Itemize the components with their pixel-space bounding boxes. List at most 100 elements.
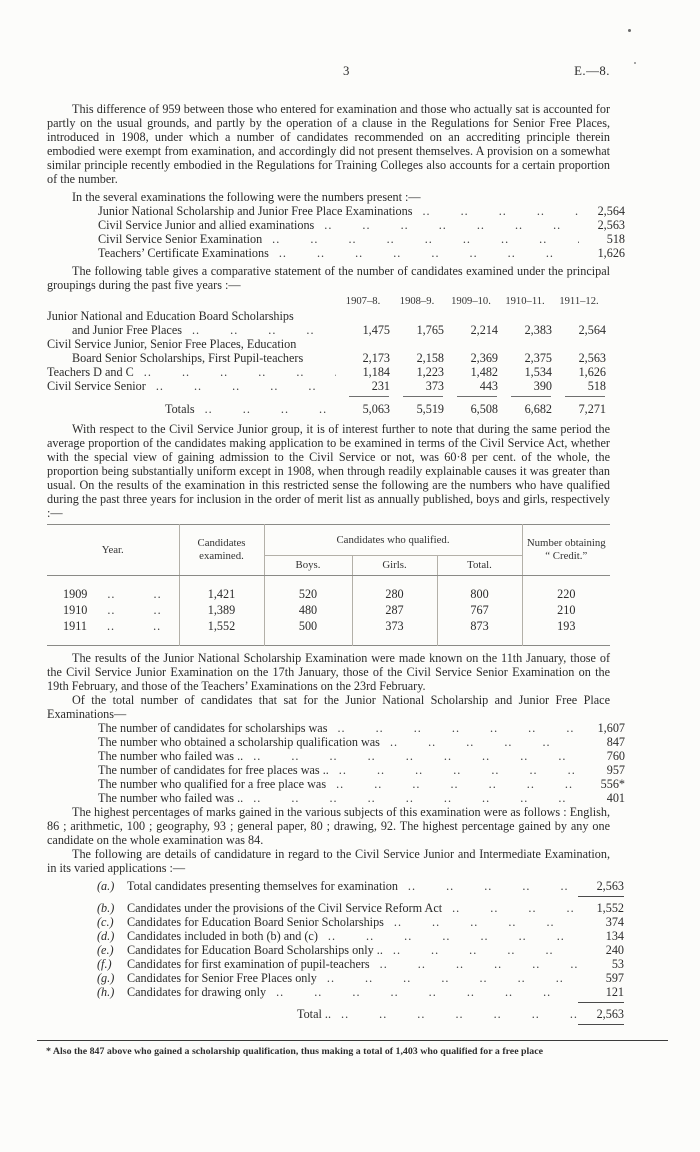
totals-label: Totals [165, 402, 195, 416]
cell-value: 518 [587, 379, 606, 393]
item-label: Candidates for first examination of pupi… [127, 956, 370, 971]
year-header: 1907–8. [345, 296, 381, 307]
dot-leader: .. .. .. .. .. .. .. .. .. .. .. .. .. .… [204, 402, 336, 416]
item-value: 1,552 [596, 900, 624, 915]
cell-value: 1,626 [578, 365, 606, 379]
item-label: The number who qualified for a free plac… [98, 776, 327, 791]
cell-value: 2,173 [362, 351, 390, 365]
year-header: 1908–9. [399, 296, 435, 307]
paragraph-highest-percentages: The highest percentages of marks gained … [47, 804, 610, 847]
dot-leader: .. .. .. .. .. .. .. .. .. .. .. .. .. .… [327, 928, 578, 943]
list-item: The number who failed was .. .. .. .. ..… [98, 749, 625, 763]
item-label: Candidates under the provisions of the C… [127, 900, 443, 915]
item-label: Candidates for Education Board Scholarsh… [127, 942, 383, 957]
column-header-credit: Number obtaining “ Credit.” [521, 524, 611, 576]
list-item: The number who obtained a scholarship qu… [98, 735, 625, 749]
dot-leader: .. .. .. .. .. .. .. .. .. .. .. .. .. .… [155, 379, 336, 393]
cell-value: 1,482 [470, 365, 498, 379]
total-label: Total .. [297, 1006, 332, 1021]
list-item: The number who qualified for a free plac… [98, 777, 625, 791]
paragraph-difference-959: This difference of 959 between those who… [47, 102, 610, 186]
document-reference: E.—8. [574, 64, 610, 78]
dot-leader: .. .. .. .. .. .. .. .. .. .. .. .. .. .… [324, 218, 579, 232]
table-row: Civil Service Junior, Senior Free Places… [47, 337, 606, 365]
dot-leader: .. .. .. .. .. .. .. .. .. .. .. .. .. .… [379, 956, 578, 971]
row-label: Teachers D and C [47, 365, 134, 379]
dot-leader: .. .. .. .. .. .. .. .. .. .. .. .. .. .… [407, 878, 578, 893]
cell-value: 2,214 [470, 323, 498, 337]
row-label-line2: Board Senior Scholarships, First Pupil-t… [72, 351, 304, 365]
dot-leader: .. .. .. .. .. .. .. .. .. .. .. .. .. .… [336, 776, 579, 791]
row-label-line1: Junior National and Education Board Scho… [47, 309, 294, 323]
scan-speck [634, 62, 636, 64]
page-number: 3 [343, 64, 350, 78]
total-value: 800 [436, 575, 523, 602]
item-label: Teachers’ Certificate Examinations [98, 246, 269, 260]
girls-value: 287 [351, 601, 437, 618]
dot-leader: .. .. .. .. .. .. .. .. .. .. .. .. .. .… [272, 232, 579, 246]
column-header-examined: Candidates examined. [178, 524, 264, 576]
list-item: (a.) Total candidates presenting themsel… [97, 879, 624, 893]
row-values-line: and Junior Free Places .. .. .. .. .. .. … [47, 323, 606, 337]
table-row: 1910 .. .. .. .. .. .. .. .. .. .. .. .. … [47, 601, 611, 618]
list-item: (g.) Candidates for Senior Free Places o… [97, 971, 624, 985]
dot-leader: .. .. .. .. .. .. .. .. .. .. .. .. .. .… [253, 748, 579, 763]
year-value: 1909 [63, 586, 88, 601]
list-item: The number who failed was .. .. .. .. ..… [98, 791, 625, 805]
dot-leader: .. .. .. .. .. .. .. .. .. .. .. .. .. .… [452, 900, 578, 915]
cell-value: 231 [371, 379, 390, 393]
table-row: Teachers D and C .. .. .. .. .. .. .. .. … [47, 365, 606, 379]
cell-value: 2,383 [524, 323, 552, 337]
list-item: (c.) Candidates for Education Board Seni… [97, 915, 624, 929]
item-value: 597 [605, 970, 624, 985]
examinations-present-list: Junior National Scholarship and Junior F… [47, 204, 625, 260]
list-item: Civil Service Senior Examination .. .. .… [98, 232, 625, 246]
credit-value: 210 [521, 601, 611, 618]
examined-value: 1,552 [178, 617, 264, 645]
item-marker: (a.) [97, 878, 115, 893]
dot-leader: .. .. .. .. .. .. .. .. .. .. .. .. .. .… [276, 984, 578, 999]
dot-leader: .. .. .. .. .. .. .. .. .. .. .. .. .. .… [192, 323, 336, 337]
year-value: 1910 [63, 602, 88, 617]
list-item: (b.) Candidates under the provisions of … [97, 901, 624, 915]
totals-separator-rules [336, 396, 606, 400]
examined-value: 1,421 [178, 575, 264, 602]
scan-speck [628, 29, 631, 32]
list-item: (f.) Candidates for first examination of… [97, 957, 624, 971]
item-label: The number of candidates for scholarship… [98, 720, 328, 735]
dot-leader: .. .. .. .. .. .. .. .. .. .. .. .. .. .… [107, 586, 168, 601]
cell-value: 2,158 [416, 351, 444, 365]
item-marker: (c.) [97, 914, 114, 929]
row-label-line2: and Junior Free Places [72, 323, 182, 337]
sum-rule [97, 895, 624, 897]
item-marker: (g.) [97, 970, 115, 985]
item-value: 121 [605, 984, 624, 999]
item-label: Candidates for Education Board Senior Sc… [127, 914, 384, 929]
cell-value: 2,564 [578, 323, 606, 337]
item-value: 374 [605, 914, 624, 929]
paragraph-candidature-details: The following are details of candidature… [47, 846, 610, 875]
dot-leader: .. .. .. .. .. .. .. .. .. .. .. .. .. .… [253, 790, 579, 805]
dot-leader: .. .. .. .. .. .. .. .. .. .. .. .. .. .… [422, 204, 579, 218]
table-row: Junior National and Education Board Scho… [47, 309, 606, 337]
five-year-table: 1907–8. 1908–9. 1909–10. 1910–11. 1911–1… [47, 295, 606, 416]
girls-value: 373 [351, 617, 437, 645]
cell-value: 1,534 [524, 365, 552, 379]
item-marker: (b.) [97, 900, 115, 915]
girls-value: 280 [351, 575, 437, 602]
year-header: 1909–10. [451, 296, 491, 307]
cell-value: 2,375 [524, 351, 552, 365]
item-value: 847 [606, 734, 625, 749]
paragraph-civil-service-junior: With respect to the Civil Service Junior… [47, 422, 610, 520]
cell-value: 1,223 [416, 365, 444, 379]
list-item: Junior National Scholarship and Junior F… [98, 204, 625, 218]
dot-leader: .. .. .. .. .. .. .. .. .. .. .. .. .. .… [107, 602, 168, 617]
item-value: 1,607 [597, 720, 625, 735]
sum-rule [97, 1001, 624, 1003]
item-value: 2,563 [596, 878, 624, 893]
cell-value: 2,563 [578, 351, 606, 365]
table-row: 1909 .. .. .. .. .. .. .. .. .. .. .. .. … [47, 575, 611, 602]
table-row: 1911 .. .. .. .. .. .. .. .. .. .. .. .. … [47, 617, 611, 645]
item-label: Junior National Scholarship and Junior F… [98, 204, 413, 218]
sum-rule [97, 1023, 624, 1025]
